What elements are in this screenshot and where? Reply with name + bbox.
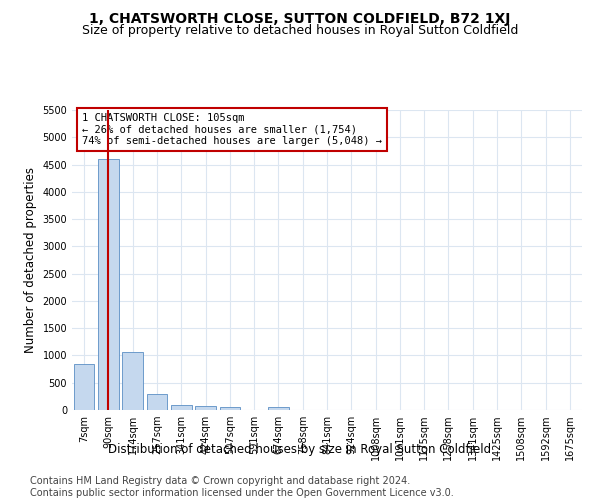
Text: Distribution of detached houses by size in Royal Sutton Coldfield: Distribution of detached houses by size … xyxy=(109,442,491,456)
Bar xyxy=(74,364,94,410)
Text: 1, CHATSWORTH CLOSE, SUTTON COLDFIELD, B72 1XJ: 1, CHATSWORTH CLOSE, SUTTON COLDFIELD, B… xyxy=(89,12,511,26)
Bar xyxy=(146,394,167,410)
Bar xyxy=(122,352,143,410)
Bar xyxy=(220,407,240,410)
Bar xyxy=(171,405,191,410)
Bar xyxy=(268,406,289,410)
Text: 1 CHATSWORTH CLOSE: 105sqm
← 26% of detached houses are smaller (1,754)
74% of s: 1 CHATSWORTH CLOSE: 105sqm ← 26% of deta… xyxy=(82,113,382,146)
Y-axis label: Number of detached properties: Number of detached properties xyxy=(24,167,37,353)
Text: Contains HM Land Registry data © Crown copyright and database right 2024.
Contai: Contains HM Land Registry data © Crown c… xyxy=(30,476,454,498)
Text: Size of property relative to detached houses in Royal Sutton Coldfield: Size of property relative to detached ho… xyxy=(82,24,518,37)
Bar xyxy=(98,159,119,410)
Bar xyxy=(195,406,216,410)
